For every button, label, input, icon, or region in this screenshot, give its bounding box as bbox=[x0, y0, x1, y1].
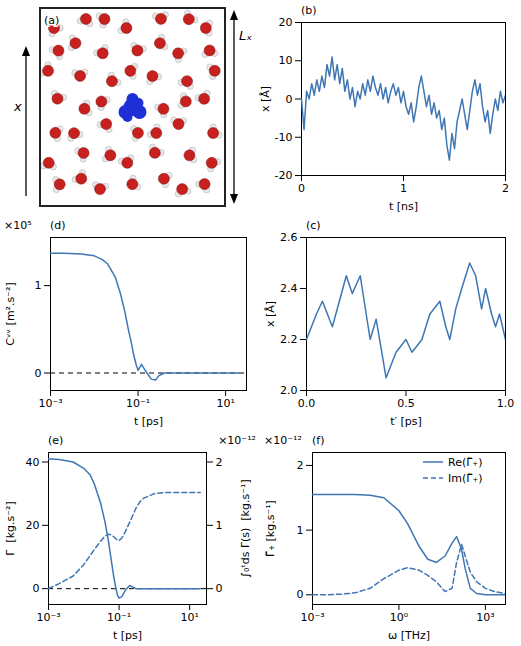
svg-text:20: 20 bbox=[26, 519, 40, 532]
svg-text:t [ps]: t [ps] bbox=[134, 415, 163, 428]
svg-text:×10⁻¹²: ×10⁻¹² bbox=[218, 434, 256, 447]
svg-text:10⁻³: 10⁻³ bbox=[36, 611, 60, 624]
svg-text:0.5: 0.5 bbox=[397, 397, 415, 410]
svg-text:2: 2 bbox=[502, 182, 509, 195]
svg-text:∫₀ᵗds Γ(s) [kg.s⁻¹]: ∫₀ᵗds Γ(s) [kg.s⁻¹] bbox=[239, 479, 252, 577]
svg-text:2: 2 bbox=[297, 459, 304, 472]
svg-text:10³: 10³ bbox=[476, 611, 494, 624]
svg-text:0: 0 bbox=[298, 182, 305, 195]
svg-text:(c): (c) bbox=[306, 219, 321, 232]
svg-text:Γ [kg.s⁻²]: Γ [kg.s⁻²] bbox=[4, 501, 17, 556]
svg-text:2.6: 2.6 bbox=[280, 231, 298, 244]
svg-text:2.2: 2.2 bbox=[280, 333, 298, 346]
svg-text:1: 1 bbox=[216, 519, 223, 532]
svg-text:0: 0 bbox=[35, 367, 42, 380]
svg-text:(f): (f) bbox=[312, 434, 324, 447]
svg-text:10⁻³: 10⁻³ bbox=[38, 397, 62, 410]
svg-text:x [Å]: x [Å] bbox=[264, 301, 277, 327]
svg-text:(a): (a) bbox=[44, 14, 59, 27]
svg-text:×10⁵: ×10⁵ bbox=[4, 219, 32, 232]
svg-text:x [Å]: x [Å] bbox=[259, 86, 272, 112]
svg-text:10¹: 10¹ bbox=[180, 611, 198, 624]
svg-text:40: 40 bbox=[26, 456, 40, 469]
svg-text:0: 0 bbox=[297, 588, 304, 601]
svg-text:10¹: 10¹ bbox=[216, 397, 234, 410]
svg-text:(b): (b) bbox=[301, 4, 317, 17]
svg-text:10: 10 bbox=[279, 54, 293, 67]
svg-text:Lₓ: Lₓ bbox=[239, 28, 252, 43]
svg-text:×10⁻¹²: ×10⁻¹² bbox=[264, 434, 302, 447]
svg-text:Im(Γ̃₊): Im(Γ̃₊) bbox=[448, 472, 482, 485]
svg-text:1: 1 bbox=[297, 524, 304, 537]
svg-text:Cᵛᵛ [m².s⁻²]: Cᵛᵛ [m².s⁻²] bbox=[4, 282, 17, 346]
svg-text:10⁻¹: 10⁻¹ bbox=[107, 611, 131, 624]
svg-text:-10: -10 bbox=[275, 131, 293, 144]
svg-text:10⁰: 10⁰ bbox=[390, 611, 409, 624]
svg-text:2: 2 bbox=[216, 456, 223, 469]
svg-text:x: x bbox=[13, 99, 22, 114]
svg-text:2.0: 2.0 bbox=[280, 384, 298, 397]
svg-text:Re(Γ̃₊): Re(Γ̃₊) bbox=[448, 456, 482, 469]
svg-text:0.0: 0.0 bbox=[298, 397, 316, 410]
svg-text:t [ps]: t [ps] bbox=[113, 629, 142, 642]
svg-text:ω [THz]: ω [THz] bbox=[388, 629, 430, 642]
svg-text:(e): (e) bbox=[48, 434, 63, 447]
svg-text:10⁻³: 10⁻³ bbox=[300, 611, 324, 624]
svg-text:0: 0 bbox=[286, 93, 293, 106]
svg-text:t′ [ps]: t′ [ps] bbox=[390, 415, 422, 428]
svg-text:1: 1 bbox=[35, 279, 42, 292]
svg-text:0: 0 bbox=[216, 582, 223, 595]
svg-text:20: 20 bbox=[279, 16, 293, 29]
svg-text:(d): (d) bbox=[50, 219, 66, 232]
svg-text:1.0: 1.0 bbox=[497, 397, 515, 410]
svg-text:0: 0 bbox=[33, 582, 40, 595]
svg-text:t [ns]: t [ns] bbox=[389, 200, 418, 213]
svg-text:10⁻¹: 10⁻¹ bbox=[126, 397, 150, 410]
svg-text:Γ̃₊ [kg.s⁻¹]: Γ̃₊ [kg.s⁻¹] bbox=[264, 500, 277, 557]
svg-text:2.4: 2.4 bbox=[280, 282, 298, 295]
svg-text:-20: -20 bbox=[275, 169, 293, 182]
svg-text:1: 1 bbox=[400, 182, 407, 195]
